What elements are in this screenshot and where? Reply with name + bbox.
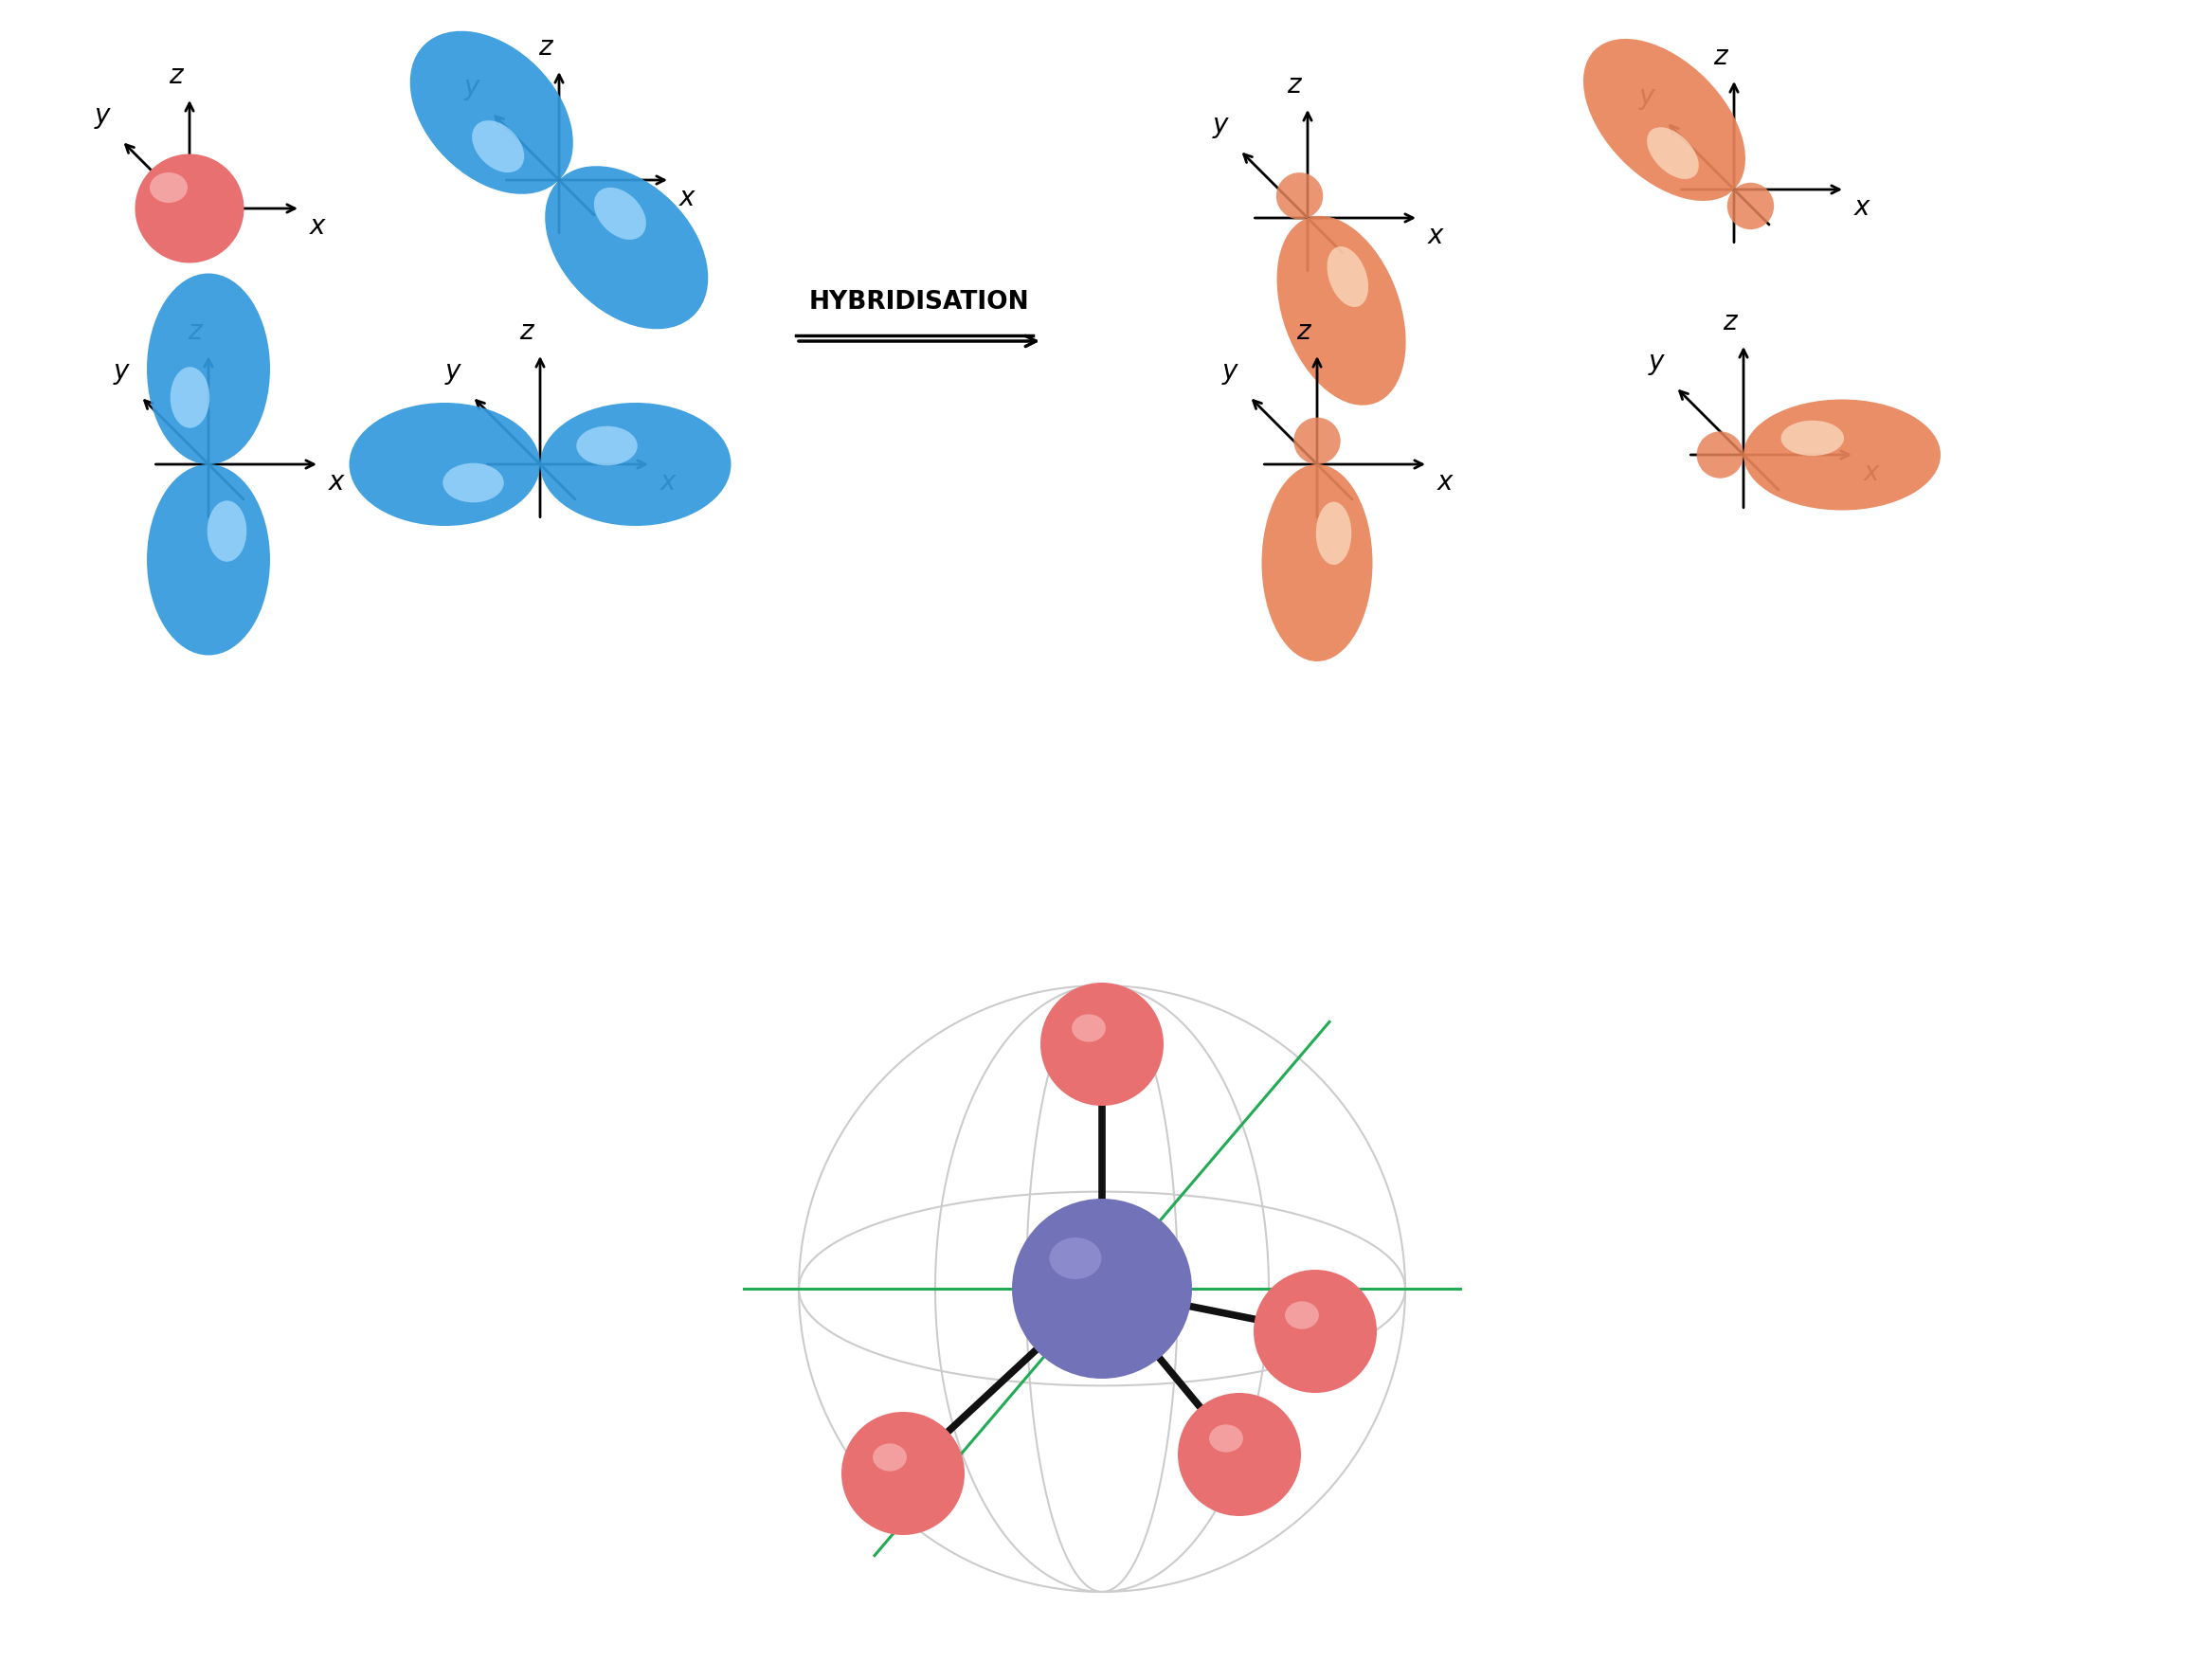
Ellipse shape (1743, 400, 1940, 511)
Ellipse shape (170, 366, 209, 428)
Text: $z$: $z$ (187, 318, 203, 344)
Text: $y$: $y$ (112, 360, 130, 386)
Ellipse shape (1012, 1198, 1192, 1379)
Text: $x$: $x$ (1862, 460, 1882, 486)
Ellipse shape (443, 464, 505, 502)
Ellipse shape (148, 464, 271, 655)
Ellipse shape (1294, 418, 1340, 464)
Ellipse shape (1285, 1302, 1318, 1329)
Ellipse shape (593, 188, 646, 240)
Ellipse shape (1276, 173, 1322, 220)
Ellipse shape (1177, 1393, 1300, 1515)
Ellipse shape (540, 403, 732, 526)
Ellipse shape (1071, 1015, 1106, 1042)
Ellipse shape (207, 501, 247, 561)
Text: $y$: $y$ (463, 76, 480, 102)
Text: $y$: $y$ (93, 104, 112, 131)
Text: $y$: $y$ (443, 360, 463, 386)
Text: HYBRIDISATION: HYBRIDISATION (809, 291, 1029, 314)
Text: $y$: $y$ (1212, 114, 1230, 141)
Ellipse shape (1040, 983, 1164, 1105)
Text: $z$: $z$ (538, 34, 555, 60)
Ellipse shape (1276, 215, 1406, 405)
Ellipse shape (150, 173, 187, 203)
Ellipse shape (1327, 247, 1369, 307)
Text: $z$: $z$ (168, 62, 185, 89)
Text: $x$: $x$ (1854, 195, 1871, 220)
Text: $y$: $y$ (1221, 360, 1239, 386)
Ellipse shape (1728, 183, 1774, 230)
Ellipse shape (842, 1411, 965, 1536)
Text: $y$: $y$ (1638, 86, 1657, 113)
Ellipse shape (410, 30, 573, 195)
Ellipse shape (148, 274, 271, 464)
Ellipse shape (1254, 1270, 1378, 1393)
Ellipse shape (1781, 420, 1845, 455)
Text: $z$: $z$ (1713, 44, 1730, 71)
Text: $x$: $x$ (1437, 469, 1455, 496)
Text: $z$: $z$ (520, 318, 536, 344)
Text: $x$: $x$ (659, 469, 679, 496)
Text: $x$: $x$ (328, 469, 346, 496)
Text: $x$: $x$ (309, 213, 328, 240)
Ellipse shape (577, 427, 637, 465)
Ellipse shape (1261, 464, 1373, 662)
Ellipse shape (348, 403, 540, 526)
Ellipse shape (1316, 502, 1351, 564)
Text: $z$: $z$ (1724, 309, 1739, 336)
Text: $x$: $x$ (679, 185, 696, 212)
Ellipse shape (1582, 39, 1746, 202)
Text: $z$: $z$ (1287, 72, 1303, 99)
Ellipse shape (1646, 128, 1699, 180)
Ellipse shape (873, 1443, 906, 1472)
Ellipse shape (1210, 1425, 1243, 1452)
Ellipse shape (472, 121, 525, 173)
Ellipse shape (134, 155, 245, 264)
Text: $z$: $z$ (1296, 318, 1311, 344)
Ellipse shape (1049, 1238, 1102, 1278)
Text: $x$: $x$ (1428, 223, 1446, 249)
Ellipse shape (1697, 432, 1743, 479)
Ellipse shape (544, 166, 707, 329)
Text: $y$: $y$ (1646, 351, 1666, 378)
